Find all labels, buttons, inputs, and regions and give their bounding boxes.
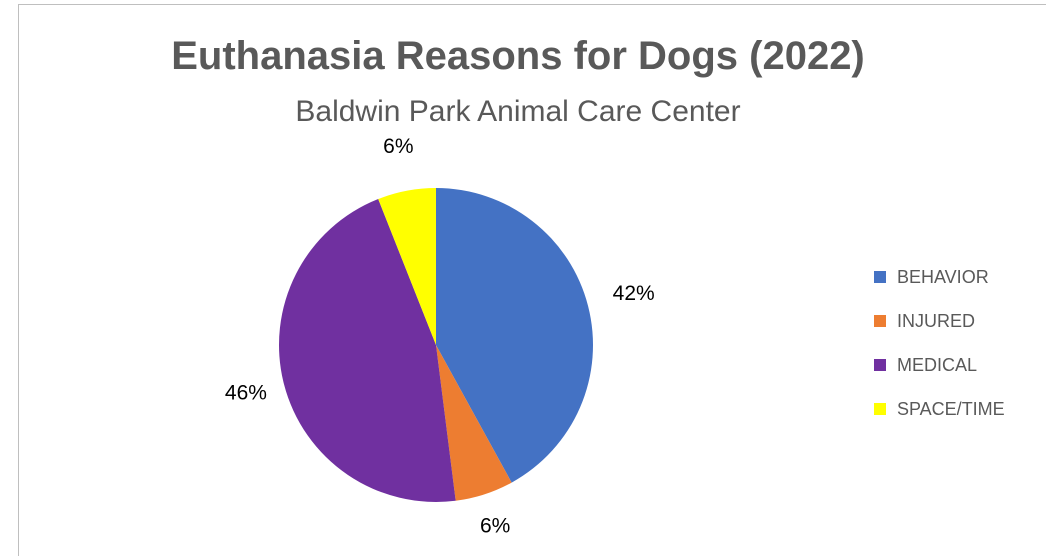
chart-legend: BEHAVIOR INJURED MEDICAL SPACE/TIME xyxy=(874,266,1005,442)
legend-item: MEDICAL xyxy=(874,354,1005,376)
legend-item: BEHAVIOR xyxy=(874,266,1005,288)
data-label-injured: 6% xyxy=(480,515,510,538)
legend-swatch xyxy=(874,271,886,283)
pie-slice-injured xyxy=(436,345,512,501)
pie-slice-behavior xyxy=(436,188,593,483)
chart-title: Euthanasia Reasons for Dogs (2022) xyxy=(171,34,865,78)
legend-label: BEHAVIOR xyxy=(897,266,989,287)
legend-swatch xyxy=(874,403,886,415)
pie-slice-medical xyxy=(279,199,456,502)
pie-slices xyxy=(279,188,593,502)
pie-slice-space-time xyxy=(378,188,436,345)
legend-label: INJURED xyxy=(897,310,976,331)
legend-swatch xyxy=(874,315,886,327)
chart-subtitle: Baldwin Park Animal Care Center xyxy=(295,95,741,128)
legend-label: SPACE/TIME xyxy=(897,398,1005,419)
legend-item: INJURED xyxy=(874,310,1005,332)
data-label-behavior: 42% xyxy=(613,282,655,305)
legend-label: MEDICAL xyxy=(897,354,978,375)
data-label-medical: 46% xyxy=(225,381,267,404)
legend-item: SPACE/TIME xyxy=(874,398,1005,420)
pie-data-labels: 42% 6% 46% 6% xyxy=(225,135,655,538)
data-label-space-time: 6% xyxy=(383,135,413,158)
legend-swatch xyxy=(874,359,886,371)
